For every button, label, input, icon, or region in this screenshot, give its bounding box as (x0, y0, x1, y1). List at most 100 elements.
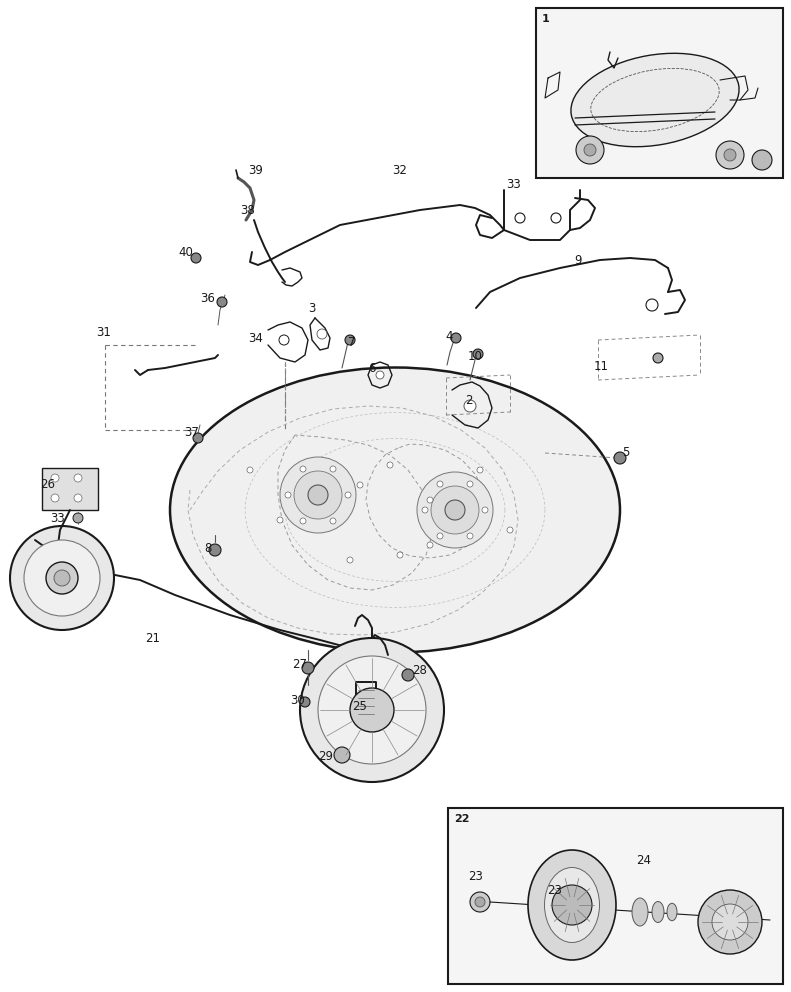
Circle shape (552, 885, 592, 925)
Circle shape (445, 500, 465, 520)
Text: 10: 10 (468, 349, 483, 362)
Ellipse shape (667, 904, 677, 921)
Text: 34: 34 (248, 331, 263, 344)
Circle shape (294, 471, 342, 519)
Circle shape (209, 544, 221, 556)
Text: 9: 9 (574, 254, 581, 267)
Circle shape (507, 527, 513, 533)
Circle shape (357, 482, 363, 488)
Circle shape (712, 904, 748, 940)
Circle shape (330, 518, 336, 524)
Circle shape (427, 497, 433, 503)
Circle shape (300, 466, 306, 472)
Text: 27: 27 (292, 659, 307, 672)
Circle shape (345, 492, 351, 498)
Circle shape (397, 552, 403, 558)
Circle shape (716, 141, 744, 169)
Ellipse shape (652, 902, 664, 923)
Circle shape (437, 533, 443, 539)
Text: 29: 29 (318, 750, 333, 763)
Circle shape (334, 747, 350, 763)
Circle shape (10, 526, 114, 630)
Circle shape (467, 481, 473, 487)
Text: 2: 2 (465, 394, 472, 407)
Ellipse shape (571, 54, 739, 147)
Circle shape (247, 467, 253, 473)
Ellipse shape (544, 867, 600, 942)
Circle shape (308, 485, 328, 505)
Text: 40: 40 (178, 245, 193, 259)
Circle shape (74, 474, 82, 482)
Circle shape (300, 518, 306, 524)
Text: 23: 23 (468, 871, 483, 884)
Circle shape (387, 462, 393, 468)
Circle shape (317, 329, 327, 339)
Circle shape (724, 149, 736, 161)
Bar (536, 8, 783, 178)
Circle shape (193, 433, 203, 443)
Circle shape (464, 400, 476, 412)
Circle shape (302, 662, 314, 674)
Text: 38: 38 (240, 203, 255, 216)
Ellipse shape (170, 367, 620, 653)
Text: 7: 7 (348, 335, 355, 348)
Text: 28: 28 (412, 664, 427, 677)
Ellipse shape (528, 850, 616, 960)
Circle shape (451, 333, 461, 343)
Circle shape (277, 517, 283, 523)
Circle shape (431, 486, 479, 534)
Circle shape (422, 507, 428, 513)
Circle shape (515, 213, 525, 223)
Text: 3: 3 (308, 302, 316, 314)
Circle shape (285, 492, 291, 498)
Text: 8: 8 (204, 542, 211, 555)
Circle shape (74, 494, 82, 502)
Circle shape (54, 570, 70, 586)
Text: 4: 4 (445, 329, 452, 342)
Circle shape (477, 467, 483, 473)
Text: 37: 37 (184, 426, 199, 438)
Circle shape (752, 150, 772, 170)
Circle shape (614, 452, 626, 464)
Text: 33: 33 (50, 512, 65, 525)
Circle shape (300, 697, 310, 707)
Bar (448, 808, 783, 984)
Circle shape (51, 474, 59, 482)
Circle shape (217, 297, 227, 307)
Circle shape (279, 335, 289, 345)
Text: 22: 22 (454, 814, 470, 824)
Text: 26: 26 (40, 477, 55, 490)
Circle shape (46, 562, 78, 594)
Circle shape (427, 542, 433, 548)
Circle shape (584, 144, 596, 156)
Text: 32: 32 (392, 164, 407, 177)
Text: 39: 39 (248, 164, 263, 177)
Bar (42, 468, 98, 510)
Circle shape (402, 669, 414, 681)
Circle shape (698, 890, 762, 954)
Circle shape (24, 540, 100, 616)
Circle shape (280, 457, 356, 533)
Text: 1: 1 (542, 14, 550, 24)
Circle shape (330, 466, 336, 472)
Text: 36: 36 (200, 292, 215, 305)
Circle shape (482, 507, 488, 513)
Text: 33: 33 (506, 179, 520, 191)
Circle shape (576, 136, 604, 164)
Circle shape (437, 481, 443, 487)
Text: 23: 23 (547, 884, 562, 897)
Ellipse shape (632, 898, 648, 926)
Circle shape (653, 353, 663, 363)
Circle shape (191, 253, 201, 263)
Text: 21: 21 (145, 632, 160, 645)
Text: 25: 25 (352, 699, 367, 712)
Circle shape (350, 688, 394, 732)
Circle shape (51, 494, 59, 502)
Text: 31: 31 (96, 325, 111, 338)
Circle shape (417, 472, 493, 548)
Text: 5: 5 (622, 445, 630, 458)
Circle shape (470, 892, 490, 912)
Text: 6: 6 (368, 361, 376, 375)
Circle shape (300, 638, 444, 782)
Circle shape (347, 557, 353, 563)
